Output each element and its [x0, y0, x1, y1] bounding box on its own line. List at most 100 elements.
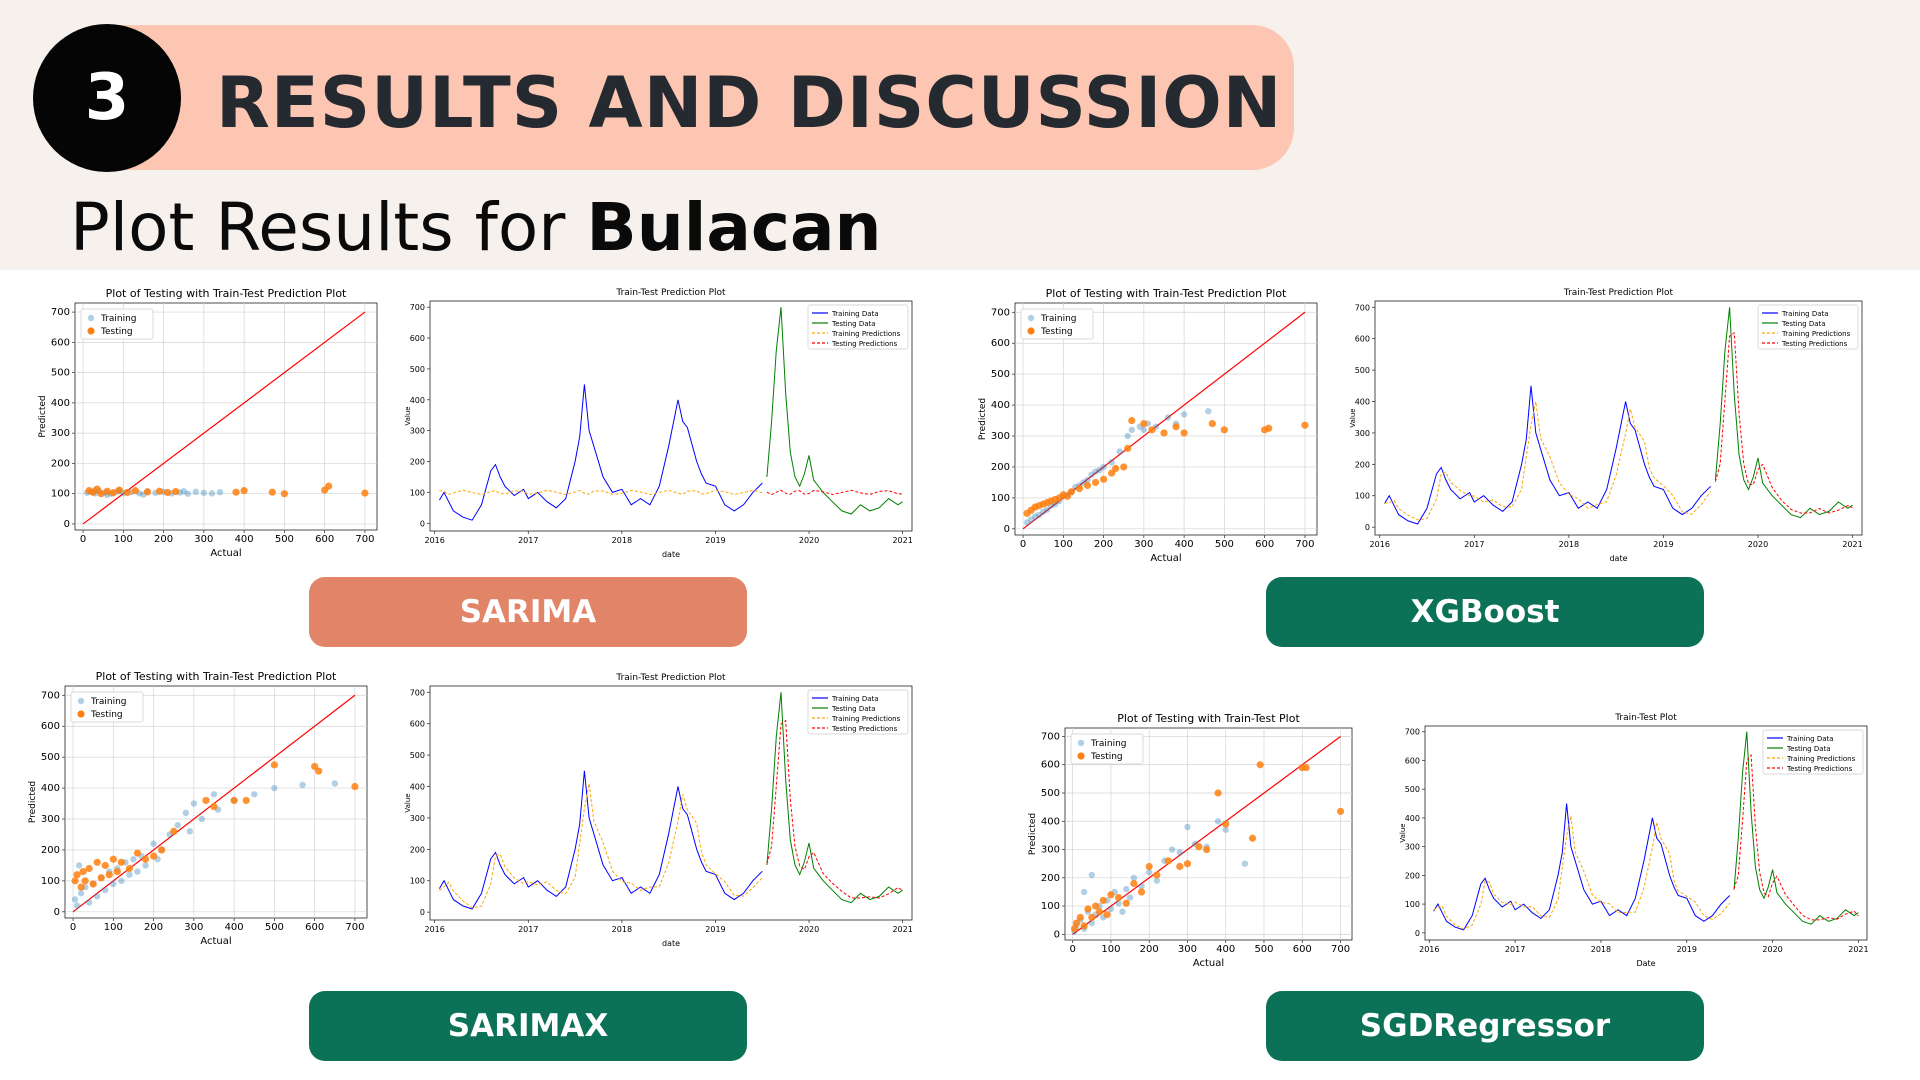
y-tick-label: 700: [410, 688, 425, 697]
y-tick-label: 600: [1355, 335, 1370, 344]
chart-title: Train-Test Prediction Plot: [615, 288, 726, 298]
x-tick-label: 700: [345, 922, 364, 933]
sarimax-button[interactable]: SARIMAX: [309, 991, 747, 1061]
y-tick-label: 400: [51, 398, 70, 409]
training-data-line: [1384, 385, 1712, 525]
training-point: [1088, 919, 1095, 927]
legend-training-label: Training: [100, 314, 137, 324]
x-axis-label: date: [662, 939, 680, 948]
x-tick-label: 2016: [424, 536, 444, 545]
testing-point: [77, 883, 85, 891]
sarimax-series-svg: Train-Test Prediction Plot 2016 2017 2018 20…: [404, 673, 913, 948]
title-pill: [104, 25, 1294, 170]
chart-title: Plot of Testing with Train-Test Predicti…: [96, 670, 337, 683]
testing-point: [93, 858, 101, 866]
y-axis-label: Predicted: [28, 781, 38, 823]
testing-point: [1072, 919, 1081, 927]
x-tick-label: 300: [1134, 539, 1153, 550]
training-point: [299, 781, 306, 789]
training-point: [1092, 468, 1099, 475]
y-tick-label: 300: [51, 428, 70, 439]
legend-box: [1020, 308, 1094, 340]
testing-predictions-line: [766, 719, 903, 899]
testing-data-line: [1714, 307, 1853, 519]
y-axis-label: Value: [404, 406, 412, 425]
testing-point: [240, 487, 248, 495]
training-point: [1027, 516, 1035, 523]
training-point: [1214, 818, 1222, 825]
legend-testing-marker: [87, 327, 95, 335]
testing-point: [210, 803, 218, 811]
legend-testing-data-label: Testing Data: [1786, 745, 1831, 753]
testing-point: [1180, 429, 1188, 437]
sgdregressor-button[interactable]: SGDRegressor: [1266, 991, 1704, 1061]
training-point: [210, 791, 218, 798]
testing-point: [1122, 899, 1130, 907]
legend-box: [70, 691, 144, 723]
y-tick-label: 500: [410, 365, 425, 374]
training-point: [1116, 448, 1123, 455]
legend-training-data-label: Training Data: [1786, 735, 1834, 743]
testing-point: [230, 796, 238, 805]
testing-point: [1128, 416, 1136, 425]
y-axis-label: Value: [404, 793, 412, 812]
testing-point: [1164, 857, 1172, 865]
x-tick-label: 2017: [1464, 540, 1484, 549]
testing-point: [1336, 807, 1345, 815]
testing-point: [79, 868, 87, 876]
y-tick-label: 600: [51, 337, 70, 348]
y-tick-label: 600: [410, 720, 425, 729]
training-point: [71, 896, 79, 903]
testing-point: [1083, 481, 1092, 490]
y-tick-label: 200: [1405, 871, 1420, 880]
testing-point: [1088, 913, 1096, 921]
x-tick-label: 2021: [1848, 945, 1868, 954]
legend-testing-data-label: Testing Data: [831, 320, 876, 328]
training-point: [1184, 823, 1191, 831]
training-predictions-line: [439, 489, 763, 496]
training-point: [208, 490, 216, 497]
y-tick-label: 100: [51, 489, 70, 500]
testing-point: [1302, 763, 1310, 772]
y-tick-label: 300: [410, 427, 425, 436]
subtitle-prefix: Plot Results for: [70, 189, 587, 266]
testing-point: [1114, 894, 1123, 902]
training-point: [102, 886, 109, 894]
testing-point: [1124, 444, 1132, 452]
y-tick-label: 100: [1355, 492, 1370, 501]
testing-point: [1214, 789, 1222, 797]
training-point: [180, 488, 187, 495]
x-tick-label: 2019: [1653, 540, 1673, 549]
sarima-button[interactable]: SARIMA: [309, 577, 747, 647]
training-point: [1222, 826, 1229, 833]
x-tick-label: 2021: [892, 536, 912, 545]
training-point: [1100, 463, 1107, 471]
testing-point: [1140, 420, 1148, 428]
y-tick-label: 500: [1405, 785, 1420, 794]
legend-testing-predictions-label: Testing Predictions: [831, 725, 898, 733]
identity-line: [1072, 735, 1341, 935]
testing-point: [1095, 908, 1104, 916]
legend-testing-label: Testing: [1090, 752, 1123, 762]
legend-training-predictions-label: Training Predictions: [1781, 330, 1851, 338]
y-tick-label: 200: [1041, 873, 1060, 884]
y-tick-label: 700: [991, 307, 1010, 318]
testing-point: [105, 871, 113, 879]
y-tick-label: 400: [991, 400, 1010, 411]
x-tick-label: 2017: [518, 925, 538, 934]
training-point: [174, 822, 181, 829]
section-number-badge: 3: [33, 24, 181, 172]
testing-point: [1120, 463, 1128, 471]
x-tick-label: 200: [1094, 539, 1113, 550]
legend-training-data-label: Training Data: [831, 695, 879, 703]
training-point: [1138, 883, 1145, 890]
x-tick-label: 2017: [1505, 945, 1525, 954]
x-tick-label: 100: [104, 922, 123, 933]
y-tick-label: 500: [51, 368, 70, 379]
y-tick-label: 500: [1041, 788, 1060, 799]
training-point: [1130, 874, 1138, 882]
testing-point: [1080, 922, 1088, 930]
training-point: [331, 780, 338, 787]
xgboost-button[interactable]: XGBoost: [1266, 577, 1704, 647]
testing-point: [315, 767, 323, 775]
